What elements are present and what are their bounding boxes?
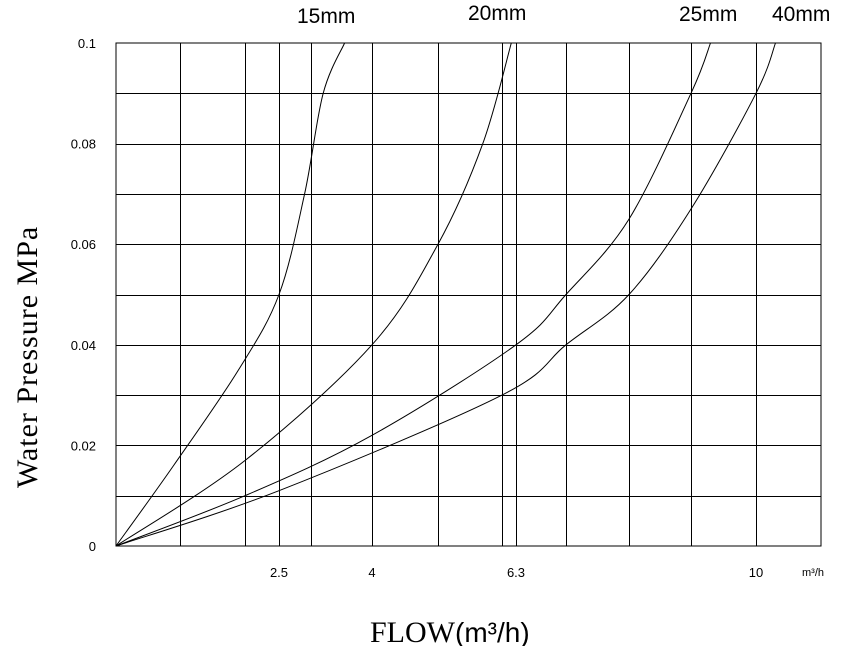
series-label-20mm: 20mm: [468, 2, 526, 25]
y-tick-label: 0.06: [71, 237, 96, 252]
x-axis-label-unit: (m³/h): [455, 617, 530, 646]
series-curve-25mm: [115, 42, 711, 547]
series-curve-15mm: [115, 42, 346, 547]
y-tick-label: 0.08: [71, 137, 96, 152]
x-axis-label-text: FLOW: [370, 616, 456, 646]
series-label-15mm: 15mm: [297, 5, 355, 28]
series-curve-40mm: [115, 42, 776, 547]
y-tick-label: 0: [89, 539, 96, 554]
grid: [116, 43, 821, 546]
y-tick-labels: 0 0.02 0.04 0.06 0.08 0.1: [71, 36, 96, 554]
y-tick-label: 0.02: [71, 438, 96, 453]
series-label-25mm: 25mm: [679, 3, 737, 26]
series-curve-20mm: [115, 42, 512, 547]
plot-frame: [115, 42, 822, 547]
y-axis-label: Water Pressure MPa: [11, 226, 44, 488]
x-tick-label: 2.5: [270, 565, 288, 580]
y-tick-label: 0.1: [78, 36, 96, 51]
x-axis-label: FLOW(m³/h): [370, 616, 530, 646]
x-tick-label: 4: [368, 565, 375, 580]
x-tick-label: 6.3: [507, 565, 525, 580]
series-labels: 15mm 20mm 25mm 40mm: [297, 2, 830, 28]
curves: [115, 42, 776, 547]
x-unit-label: m³/h: [802, 567, 824, 579]
y-tick-label: 0.04: [71, 338, 96, 353]
series-label-40mm: 40mm: [772, 3, 830, 26]
x-tick-labels: 2.5 4 6.3 10: [270, 565, 763, 580]
x-tick-label: 10: [749, 565, 763, 580]
